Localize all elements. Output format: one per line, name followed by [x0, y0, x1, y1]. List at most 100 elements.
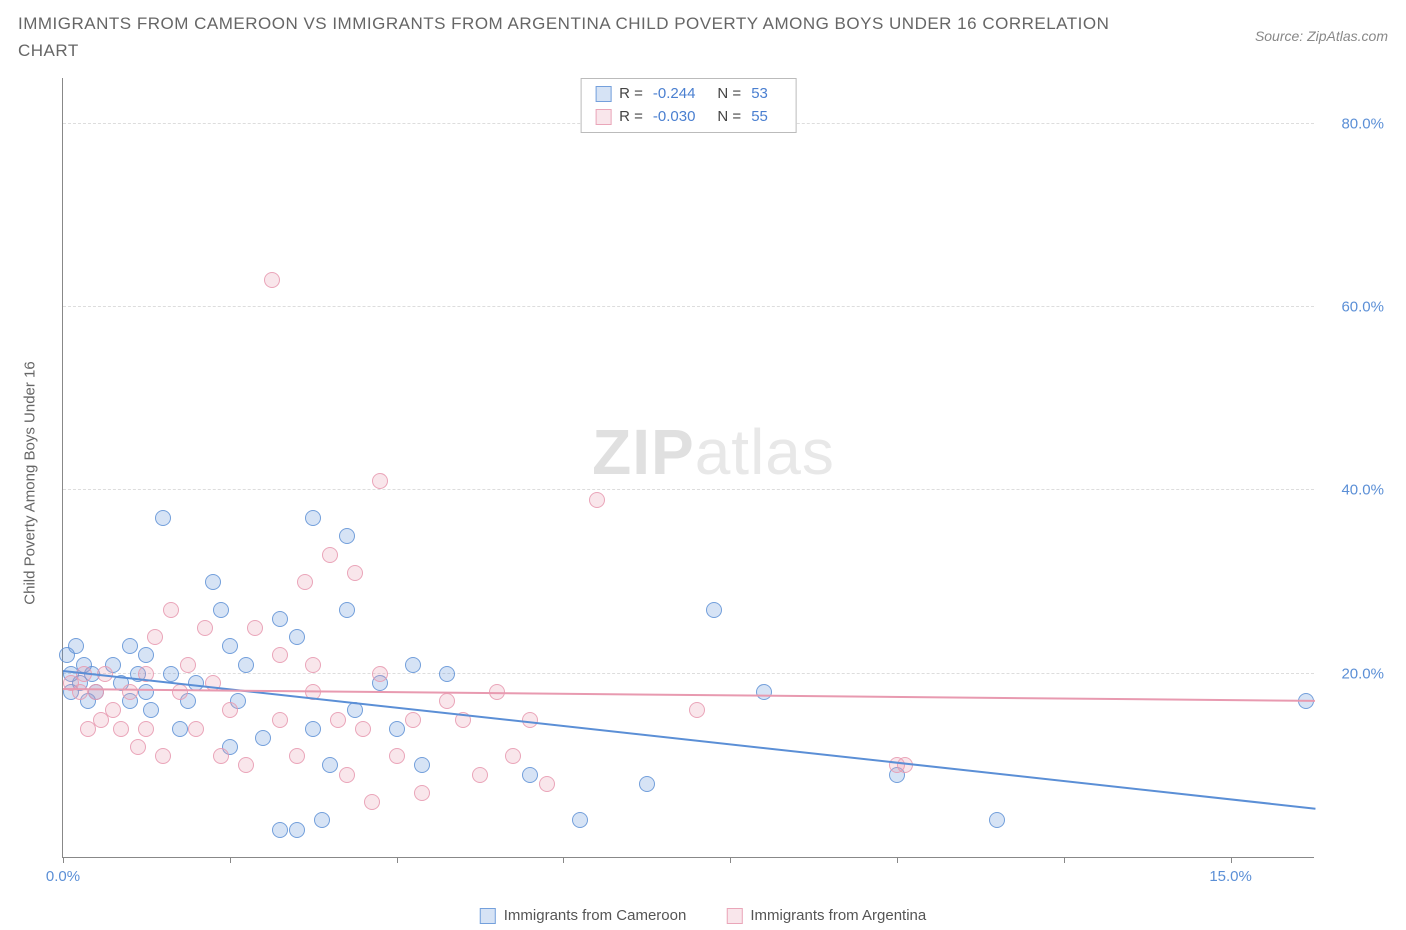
- data-point: [255, 730, 271, 746]
- data-point: [522, 767, 538, 783]
- data-point: [172, 721, 188, 737]
- watermark: ZIPatlas: [592, 415, 835, 489]
- data-point: [322, 547, 338, 563]
- x-tick: [63, 857, 64, 863]
- swatch-cameroon: [595, 86, 611, 102]
- data-point: [989, 812, 1005, 828]
- data-point: [197, 620, 213, 636]
- data-point: [339, 528, 355, 544]
- data-point: [522, 712, 538, 728]
- data-point: [213, 748, 229, 764]
- gridline: [63, 673, 1314, 674]
- source-label: Source: ZipAtlas.com: [1255, 10, 1388, 44]
- corr-n-cameroon: 53: [751, 83, 768, 106]
- data-point: [414, 785, 430, 801]
- data-point: [372, 473, 388, 489]
- data-point: [122, 684, 138, 700]
- data-point: [213, 602, 229, 618]
- data-point: [272, 647, 288, 663]
- data-point: [639, 776, 655, 792]
- data-point: [68, 638, 84, 654]
- series-legend: Immigrants from Cameroon Immigrants from…: [480, 907, 926, 924]
- data-point: [289, 629, 305, 645]
- data-point: [355, 721, 371, 737]
- corr-r-argentina: -0.030: [653, 106, 696, 129]
- data-point: [330, 712, 346, 728]
- data-point: [405, 657, 421, 673]
- y-tick-label: 20.0%: [1324, 665, 1384, 682]
- data-point: [138, 647, 154, 663]
- corr-r-cameroon: -0.244: [653, 83, 696, 106]
- legend-label-cameroon: Immigrants from Cameroon: [504, 907, 687, 924]
- legend-swatch-cameroon: [480, 908, 496, 924]
- legend-item-cameroon: Immigrants from Cameroon: [480, 907, 687, 924]
- data-point: [188, 721, 204, 737]
- data-point: [163, 602, 179, 618]
- data-point: [706, 602, 722, 618]
- legend-swatch-argentina: [726, 908, 742, 924]
- data-point: [314, 812, 330, 828]
- data-point: [389, 748, 405, 764]
- x-tick: [730, 857, 731, 863]
- chart-header: IMMIGRANTS FROM CAMEROON VS IMMIGRANTS F…: [0, 0, 1406, 64]
- corr-n-argentina: 55: [751, 106, 768, 129]
- data-point: [372, 666, 388, 682]
- gridline: [63, 306, 1314, 307]
- data-point: [414, 757, 430, 773]
- data-point: [113, 721, 129, 737]
- data-point: [897, 757, 913, 773]
- y-tick-label: 60.0%: [1324, 299, 1384, 316]
- data-point: [155, 748, 171, 764]
- data-point: [539, 776, 555, 792]
- x-tick-label: 15.0%: [1209, 868, 1252, 885]
- data-point: [339, 602, 355, 618]
- data-point: [138, 684, 154, 700]
- data-point: [297, 574, 313, 590]
- legend-item-argentina: Immigrants from Argentina: [726, 907, 926, 924]
- y-axis-label: Child Poverty Among Boys Under 16: [22, 361, 39, 604]
- data-point: [238, 757, 254, 773]
- data-point: [505, 748, 521, 764]
- watermark-zip: ZIP: [592, 416, 695, 488]
- data-point: [264, 272, 280, 288]
- y-tick-label: 40.0%: [1324, 482, 1384, 499]
- data-point: [130, 739, 146, 755]
- data-point: [172, 684, 188, 700]
- gridline: [63, 489, 1314, 490]
- data-point: [180, 657, 196, 673]
- data-point: [305, 510, 321, 526]
- data-point: [289, 748, 305, 764]
- corr-n-label: N =: [717, 106, 741, 129]
- x-tick: [897, 857, 898, 863]
- data-point: [272, 611, 288, 627]
- chart-area: Child Poverty Among Boys Under 16 ZIPatl…: [18, 78, 1388, 888]
- x-tick-label: 0.0%: [46, 868, 80, 885]
- x-tick: [1231, 857, 1232, 863]
- data-point: [439, 693, 455, 709]
- watermark-atlas: atlas: [695, 416, 835, 488]
- x-tick: [230, 857, 231, 863]
- data-point: [305, 657, 321, 673]
- data-point: [238, 657, 254, 673]
- data-point: [405, 712, 421, 728]
- corr-row-argentina: R = -0.030 N = 55: [595, 106, 782, 129]
- data-point: [247, 620, 263, 636]
- corr-row-cameroon: R = -0.244 N = 53: [595, 83, 782, 106]
- data-point: [439, 666, 455, 682]
- data-point: [155, 510, 171, 526]
- data-point: [572, 812, 588, 828]
- data-point: [143, 702, 159, 718]
- data-point: [347, 565, 363, 581]
- x-tick: [397, 857, 398, 863]
- x-tick: [563, 857, 564, 863]
- data-point: [689, 702, 705, 718]
- x-tick: [1064, 857, 1065, 863]
- data-point: [472, 767, 488, 783]
- data-point: [105, 702, 121, 718]
- plot-region: ZIPatlas R = -0.244 N = 53 R = -0.030 N …: [62, 78, 1314, 858]
- corr-r-label: R =: [619, 83, 643, 106]
- y-tick-label: 80.0%: [1324, 115, 1384, 132]
- data-point: [222, 702, 238, 718]
- corr-r-label: R =: [619, 106, 643, 129]
- data-point: [339, 767, 355, 783]
